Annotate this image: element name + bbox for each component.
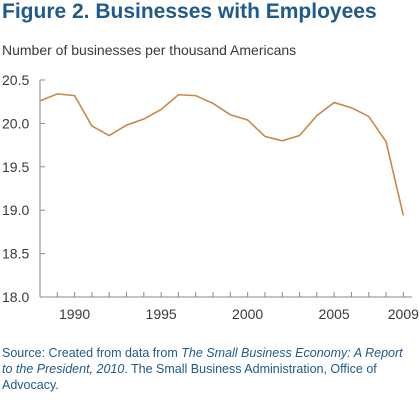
y-tick-label: 18.0: [2, 289, 29, 305]
axis-lines: [39, 80, 412, 298]
y-tick-label: 18.5: [2, 246, 29, 262]
source-suffix: . The Small Business Administration, Off…: [2, 362, 377, 392]
line-chart: 18.0 18.5 19.0 19.5 20.0 20.5 1990 1995 2000 200…: [2, 72, 419, 322]
source-prefix: Source: Created from data from: [2, 346, 182, 360]
source-note: Source: Created from data from The Small…: [2, 345, 412, 393]
data-points: [39, 93, 405, 217]
series-line: [39, 93, 405, 216]
x-tick-label: 2005: [319, 306, 350, 322]
figure-title: Figure 2. Businesses with Employees: [2, 0, 377, 23]
x-axis: 1990 1995 2000 2005 2009: [39, 292, 419, 322]
x-tick-label: 2009: [388, 306, 419, 322]
y-tick-label: 20.0: [2, 115, 29, 131]
y-tick-label: 20.5: [2, 72, 29, 88]
source-publication: The Small Business Economy: A Report to …: [2, 346, 403, 376]
x-tick-label: 1995: [146, 306, 177, 322]
x-tick-label: 1990: [59, 306, 90, 322]
y-tick-label: 19.5: [2, 159, 29, 175]
y-tick-label: 19.0: [2, 202, 29, 218]
y-axis-caption: Number of businesses per thousand Americ…: [2, 42, 297, 58]
x-tick-label: 2000: [232, 306, 263, 322]
y-axis: 18.0 18.5 19.0 19.5 20.0 20.5: [2, 72, 45, 305]
